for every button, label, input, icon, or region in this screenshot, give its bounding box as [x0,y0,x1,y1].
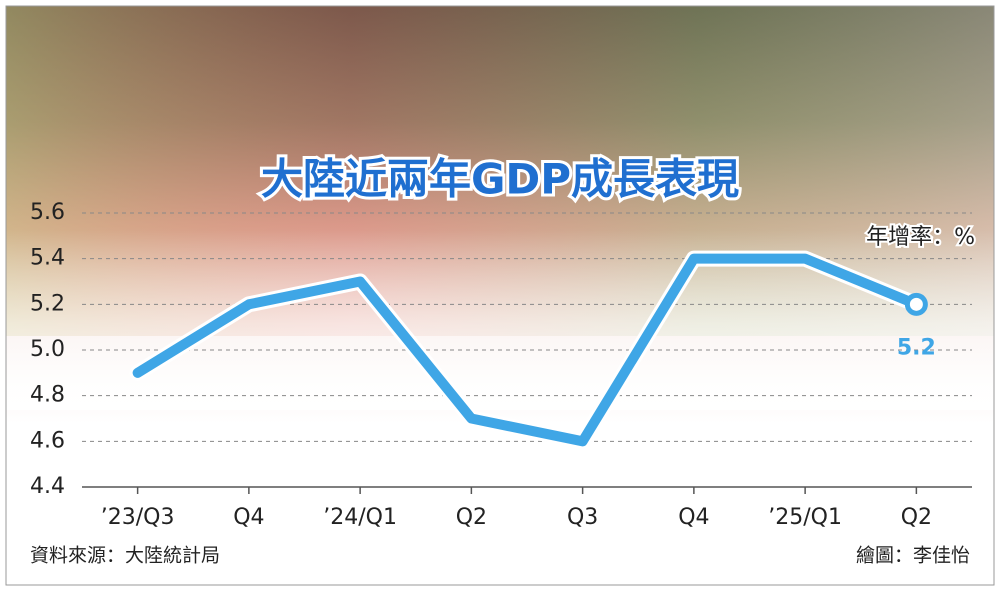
y-tick-label: 4.6 [30,428,65,453]
x-tick-label: Q4 [678,505,709,530]
photo-fade [6,230,994,410]
x-tick-label: Q2 [456,505,487,530]
x-tick-label: Q3 [567,505,598,530]
line [132,253,922,447]
unit-label: 年增率：% [866,225,975,250]
y-tick-label: 4.8 [30,383,65,408]
y-tick-label: 5.6 [30,200,65,225]
y-tick-label: 5.4 [30,246,65,271]
y-tick-label: 5.2 [30,291,65,316]
source: 資料來源：大陸統計局 [30,545,220,567]
y-tick-label: 4.4 [30,474,65,499]
credit: 繪圖：李佳怡 [856,545,970,567]
x-tick-label: ’25/Q1 [768,505,842,530]
x-tick-label: ’24/Q1 [323,505,397,530]
point [904,292,928,316]
x-tick-label: ’23/Q3 [101,505,175,530]
x-tick-label: Q2 [901,505,932,530]
chart-title: 大陸近兩年GDP成長表現 [261,155,739,204]
y-tick-label: 5.0 [30,337,65,362]
x-tick-label: Q4 [233,505,264,530]
data-label: 5.2 [897,335,936,360]
frame [5,5,995,586]
